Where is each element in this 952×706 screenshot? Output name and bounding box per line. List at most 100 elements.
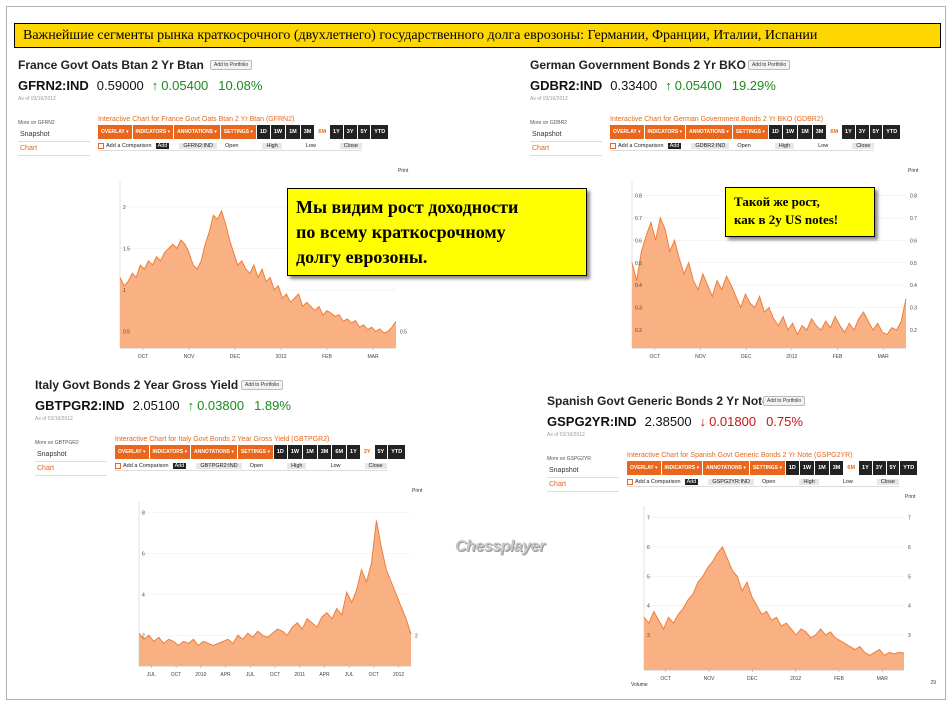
add-button[interactable]: Add [667, 142, 682, 149]
range-ytd[interactable]: YTD [900, 461, 919, 475]
annotations-menu[interactable]: ANNOTATIONS ▾ [703, 461, 750, 475]
add-button[interactable]: Add [155, 142, 170, 149]
range-1y[interactable]: 1Y [842, 125, 856, 139]
range-1w[interactable]: 1W [799, 461, 816, 475]
print-link[interactable]: Print [412, 488, 423, 494]
range-3m[interactable]: 3M [317, 445, 333, 459]
indicators-menu[interactable]: INDICATORS ▾ [132, 125, 175, 139]
close-label: Close [339, 142, 362, 149]
annotations-menu[interactable]: ANNOTATIONS ▾ [174, 125, 221, 139]
panel-spain: Spanish Govt Generic Bonds 2 Yr Note Add… [547, 394, 952, 694]
x-tick-label: 2012 [275, 354, 286, 360]
print-link[interactable]: Print [908, 168, 919, 174]
indicators-menu[interactable]: INDICATORS ▾ [149, 445, 192, 459]
range-1m[interactable]: 1M [286, 125, 301, 139]
print-link[interactable]: Print [905, 494, 916, 500]
chart-link[interactable]: Chart [35, 462, 107, 476]
annotations-menu[interactable]: ANNOTATIONS ▾ [686, 125, 733, 139]
range-1y[interactable]: 1Y [859, 461, 873, 475]
add-button[interactable]: Add [684, 478, 699, 485]
x-tick-label: 2010 [195, 672, 206, 678]
x-tick-label: 2012 [786, 354, 797, 360]
range-6m[interactable]: 6M [844, 461, 860, 475]
chart-toolbar: OVERLAY ▾ INDICATORS ▾ ANNOTATIONS ▾ SET… [115, 445, 407, 459]
range-5y[interactable]: 5Y [869, 125, 884, 139]
y-tick-label-right: 0.6 [910, 238, 917, 244]
ticker-symbol: GSPG2YR:IND [547, 414, 637, 429]
range-3y[interactable]: 3Y [872, 461, 887, 475]
checkbox-icon[interactable] [115, 462, 121, 469]
settings-menu[interactable]: SETTINGS ▾ [749, 461, 786, 475]
range-3y[interactable]: 3Y [343, 125, 358, 139]
overlay-menu[interactable]: OVERLAY ▾ [115, 445, 150, 459]
snapshot-link[interactable]: Snapshot [530, 128, 602, 142]
range-ytd[interactable]: YTD [883, 125, 902, 139]
range-6m[interactable]: 6M [315, 125, 331, 139]
range-1w[interactable]: 1W [287, 445, 304, 459]
snapshot-link[interactable]: Snapshot [35, 448, 107, 462]
change-value: 0.01800 [709, 414, 757, 429]
overlay-menu[interactable]: OVERLAY ▾ [627, 461, 662, 475]
snapshot-link[interactable]: Snapshot [18, 128, 90, 142]
y-tick-label-right: 0.4 [910, 283, 917, 289]
y-tick-label: 0.5 [123, 329, 130, 335]
range-1y[interactable]: 1Y [330, 125, 344, 139]
range-1d[interactable]: 1D [768, 125, 783, 139]
x-tick-label: DEC [230, 354, 241, 360]
range-1w[interactable]: 1W [782, 125, 799, 139]
chart-link[interactable]: Chart [547, 478, 619, 492]
chart-link[interactable]: Chart [18, 142, 90, 156]
add-button[interactable]: Add [172, 462, 187, 469]
chart-link[interactable]: Chart [530, 142, 602, 156]
quote-line: GDBR2:IND 0.33400 ↑ 0.05400 19.29% [530, 78, 776, 93]
range-1m[interactable]: 1M [798, 125, 813, 139]
add-to-portfolio-button[interactable]: Add to Portfolio [210, 60, 253, 70]
print-link[interactable]: Print [398, 168, 409, 174]
x-tick-label: DEC [741, 354, 752, 360]
range-1d[interactable]: 1D [256, 125, 271, 139]
range-3m[interactable]: 3M [300, 125, 316, 139]
indicators-menu[interactable]: INDICATORS ▾ [644, 125, 687, 139]
range-1d[interactable]: 1D [273, 445, 288, 459]
more-on-label: More on GFRN2 [18, 120, 55, 126]
range-ytd[interactable]: YTD [388, 445, 407, 459]
range-1w[interactable]: 1W [270, 125, 287, 139]
settings-menu[interactable]: SETTINGS ▾ [237, 445, 274, 459]
checkbox-icon[interactable] [98, 142, 104, 149]
yield-chart: 2 1.5 1 0.5 0.5 OCT NOV DEC 2012 FEB MAR [119, 182, 407, 360]
x-tick-label: JUL [246, 672, 255, 678]
indicators-menu[interactable]: INDICATORS ▾ [661, 461, 704, 475]
range-3y[interactable]: 3Y [360, 445, 375, 459]
range-1y[interactable]: 1Y [347, 445, 361, 459]
range-6m[interactable]: 6M [332, 445, 348, 459]
range-3y[interactable]: 3Y [855, 125, 870, 139]
range-5y[interactable]: 5Y [357, 125, 372, 139]
range-5y[interactable]: 5Y [886, 461, 901, 475]
range-6m[interactable]: 6M [827, 125, 843, 139]
range-5y[interactable]: 5Y [374, 445, 389, 459]
settings-menu[interactable]: SETTINGS ▾ [732, 125, 769, 139]
range-ytd[interactable]: YTD [371, 125, 390, 139]
range-3m[interactable]: 3M [812, 125, 828, 139]
price-value: 2.38500 [644, 414, 692, 429]
annotations-menu[interactable]: ANNOTATIONS ▾ [191, 445, 238, 459]
y-tick-label: 4 [647, 604, 650, 610]
x-tick-label: OCT [138, 354, 149, 360]
more-on-label: More on GSPG2YR [547, 456, 591, 462]
range-1m[interactable]: 1M [303, 445, 318, 459]
checkbox-icon[interactable] [627, 478, 633, 485]
add-to-portfolio-button[interactable]: Add to Portfolio [748, 60, 791, 70]
range-1d[interactable]: 1D [785, 461, 800, 475]
quote-line: GFRN2:IND 0.59000 ↑ 0.05400 10.08% [18, 78, 262, 93]
side-nav: More on GDBR2 Snapshot Chart [530, 120, 602, 156]
as-of-date: As of 03/16/2012 [530, 96, 568, 102]
settings-menu[interactable]: SETTINGS ▾ [220, 125, 257, 139]
add-to-portfolio-button[interactable]: Add to Portfolio [763, 396, 806, 406]
overlay-menu[interactable]: OVERLAY ▾ [98, 125, 133, 139]
checkbox-icon[interactable] [610, 142, 616, 149]
range-3m[interactable]: 3M [829, 461, 845, 475]
add-to-portfolio-button[interactable]: Add to Portfolio [241, 380, 284, 390]
overlay-menu[interactable]: OVERLAY ▾ [610, 125, 645, 139]
range-1m[interactable]: 1M [815, 461, 830, 475]
snapshot-link[interactable]: Snapshot [547, 464, 619, 478]
